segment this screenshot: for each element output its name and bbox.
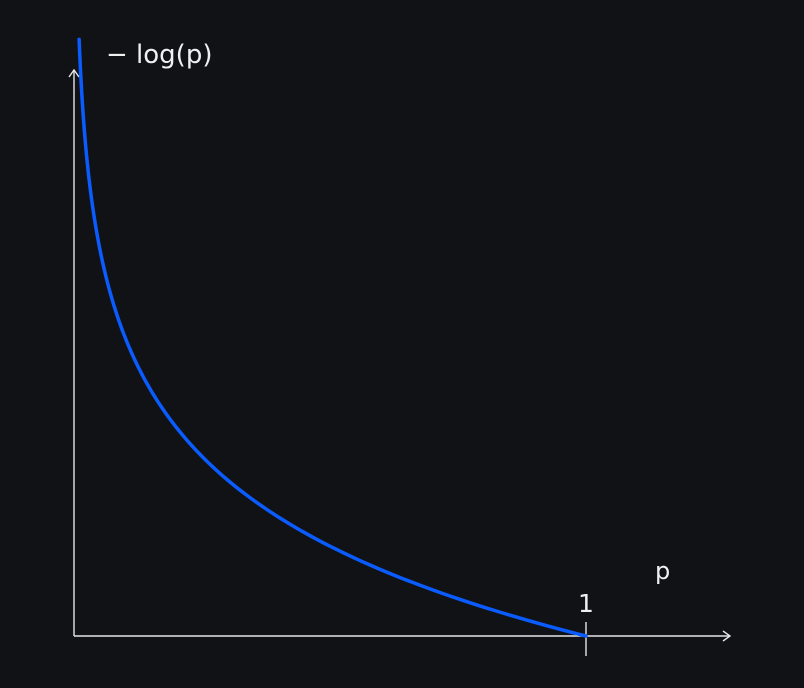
x-tick-label-1: 1 [578, 589, 594, 618]
x-ticks: 1 [578, 589, 594, 656]
x-axis-label: p [655, 557, 670, 585]
y-axis-label: − log(p) [106, 40, 212, 70]
y-axis-arrow [68, 68, 80, 78]
series-line-neg-log-p [77, 37, 588, 638]
x-axis-arrow [722, 630, 732, 642]
